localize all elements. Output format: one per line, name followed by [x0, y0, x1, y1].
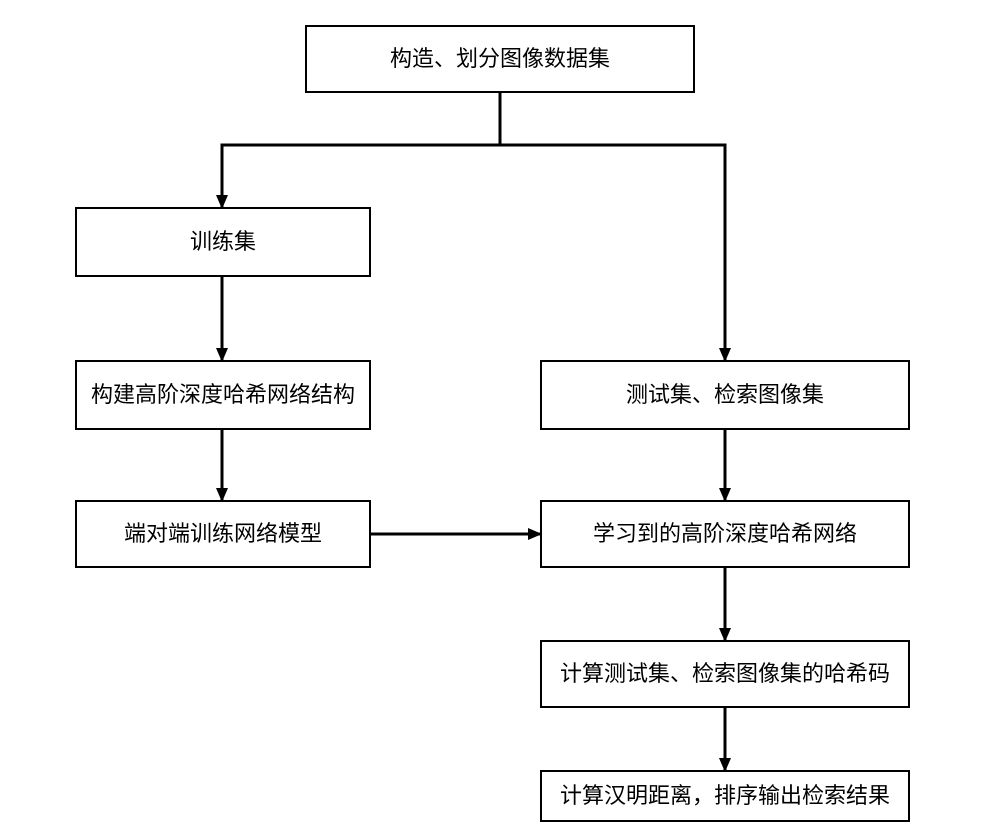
node-compute-dist: 计算汉明距离，排序输出检索结果	[540, 770, 910, 822]
node-compute-hash: 计算测试集、检索图像集的哈希码	[540, 640, 910, 708]
node-learned-net: 学习到的高阶深度哈希网络	[540, 500, 910, 568]
node-test-set: 测试集、检索图像集	[540, 360, 910, 430]
node-root: 构造、划分图像数据集	[305, 25, 695, 93]
node-train-model: 端对端训练网络模型	[75, 500, 371, 568]
edge	[222, 93, 500, 207]
edge	[500, 93, 725, 360]
node-training-set: 训练集	[75, 207, 371, 277]
node-build-network: 构建高阶深度哈希网络结构	[75, 360, 371, 430]
